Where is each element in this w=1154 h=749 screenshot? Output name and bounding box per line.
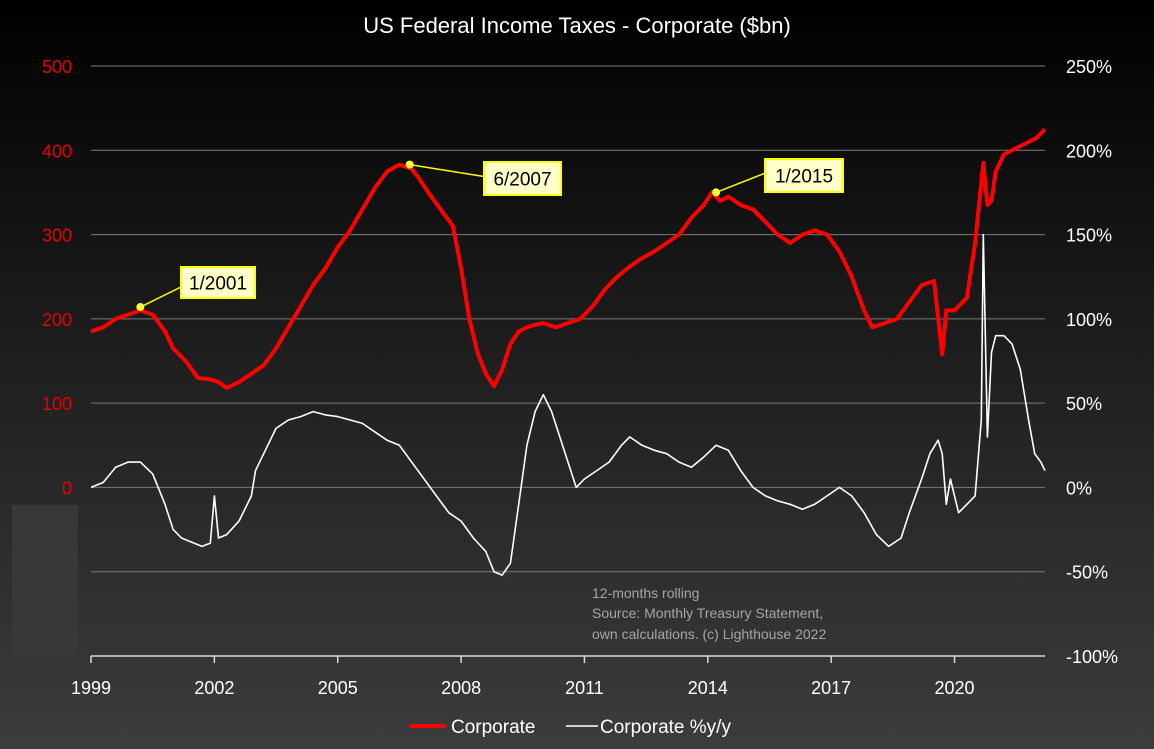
annotation-label: 1/2001	[189, 274, 247, 295]
x-tick-label: 2014	[688, 678, 728, 698]
y-right-tick-label: 200%	[1066, 141, 1112, 161]
series-line-corporate	[90, 127, 1047, 390]
y-left-tick-label: 400	[42, 141, 72, 161]
y-right-tick-label: 250%	[1066, 57, 1112, 77]
annotation-leader	[140, 285, 184, 308]
y-left-tick-label: 300	[42, 226, 72, 246]
note-line-1: 12-months rolling	[592, 585, 699, 601]
annotation-label: 1/2015	[775, 167, 833, 188]
source-note: 12-months rolling Source: Monthly Treasu…	[592, 585, 826, 642]
annotation-leader	[715, 171, 769, 194]
x-tick-label: 1999	[71, 678, 111, 698]
y-left-tick-label: 0	[62, 478, 72, 498]
y-left-tick-label: 100	[42, 394, 72, 414]
x-tick-label: 2005	[318, 678, 358, 698]
y-right-tick-label: 0%	[1066, 478, 1092, 498]
x-tick-label: 2020	[935, 678, 975, 698]
x-tick-label: 2017	[811, 678, 851, 698]
legend-label-corporate: Corporate	[451, 717, 536, 738]
y-right-tick-label: -50%	[1066, 563, 1108, 583]
annotation-box	[764, 158, 844, 193]
y-right-tick-label: 50%	[1066, 394, 1102, 414]
series-layer	[90, 127, 1047, 576]
note-line-3: own calculations. (c) Lighthouse 2022	[592, 626, 826, 642]
x-tick-label: 2002	[194, 678, 234, 698]
note-line-2: Source: Monthly Treasury Statement,	[592, 605, 823, 621]
annotation-leader	[409, 163, 488, 178]
chart-title: US Federal Income Taxes - Corporate ($bn…	[363, 13, 791, 38]
annotation-box	[483, 161, 562, 196]
y-right-tick-label: 150%	[1066, 226, 1112, 246]
series-line-corporate-yoy	[90, 233, 1046, 576]
legend: Corporate Corporate %y/y	[410, 717, 731, 738]
annotations: 1/2001 6/2007 1/2015	[136, 158, 844, 312]
annotation-marker	[712, 188, 721, 197]
annotation-marker	[136, 303, 145, 312]
gridlines	[91, 65, 1045, 573]
x-tick-label: 2011	[565, 678, 604, 698]
right-axis: 250% 200% 150% 100% 50% 0% -50% -100%	[1066, 57, 1118, 667]
y-left-tick-label: 200	[42, 310, 72, 330]
left-axis: 500 400 300 200 100 0	[42, 57, 72, 498]
y-right-tick-label: 100%	[1066, 310, 1112, 330]
x-tick-label: 2008	[441, 678, 481, 698]
annotation-box	[180, 266, 256, 299]
annotation-label: 6/2007	[493, 170, 551, 191]
annotation-marker	[405, 160, 414, 169]
legend-label-yoy: Corporate %y/y	[600, 717, 731, 738]
faint-panel	[12, 505, 78, 655]
y-left-tick-label: 500	[42, 57, 72, 77]
y-right-tick-label: -100%	[1066, 647, 1118, 667]
x-axis: 1999 2002 2005 2008 2011 2014 2017 2020	[71, 655, 1045, 698]
